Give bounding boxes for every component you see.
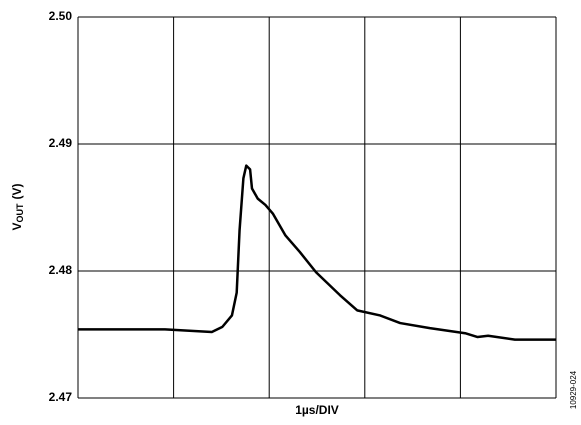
y-tick-label: 2.49	[49, 136, 73, 150]
y-label-unit: (V)	[10, 183, 24, 199]
y-tick-label: 2.47	[49, 390, 73, 404]
y-tick-label: 2.48	[49, 263, 73, 277]
y-label-sub: OUT	[15, 203, 25, 223]
figure-id: 10929-024	[569, 370, 578, 409]
y-label-main: V	[10, 222, 24, 230]
x-axis-label: 1µs/DIV	[295, 403, 339, 417]
y-tick-label: 2.50	[49, 9, 73, 23]
y-axis-label: VOUT (V)	[10, 183, 25, 230]
data-line	[78, 164, 556, 341]
